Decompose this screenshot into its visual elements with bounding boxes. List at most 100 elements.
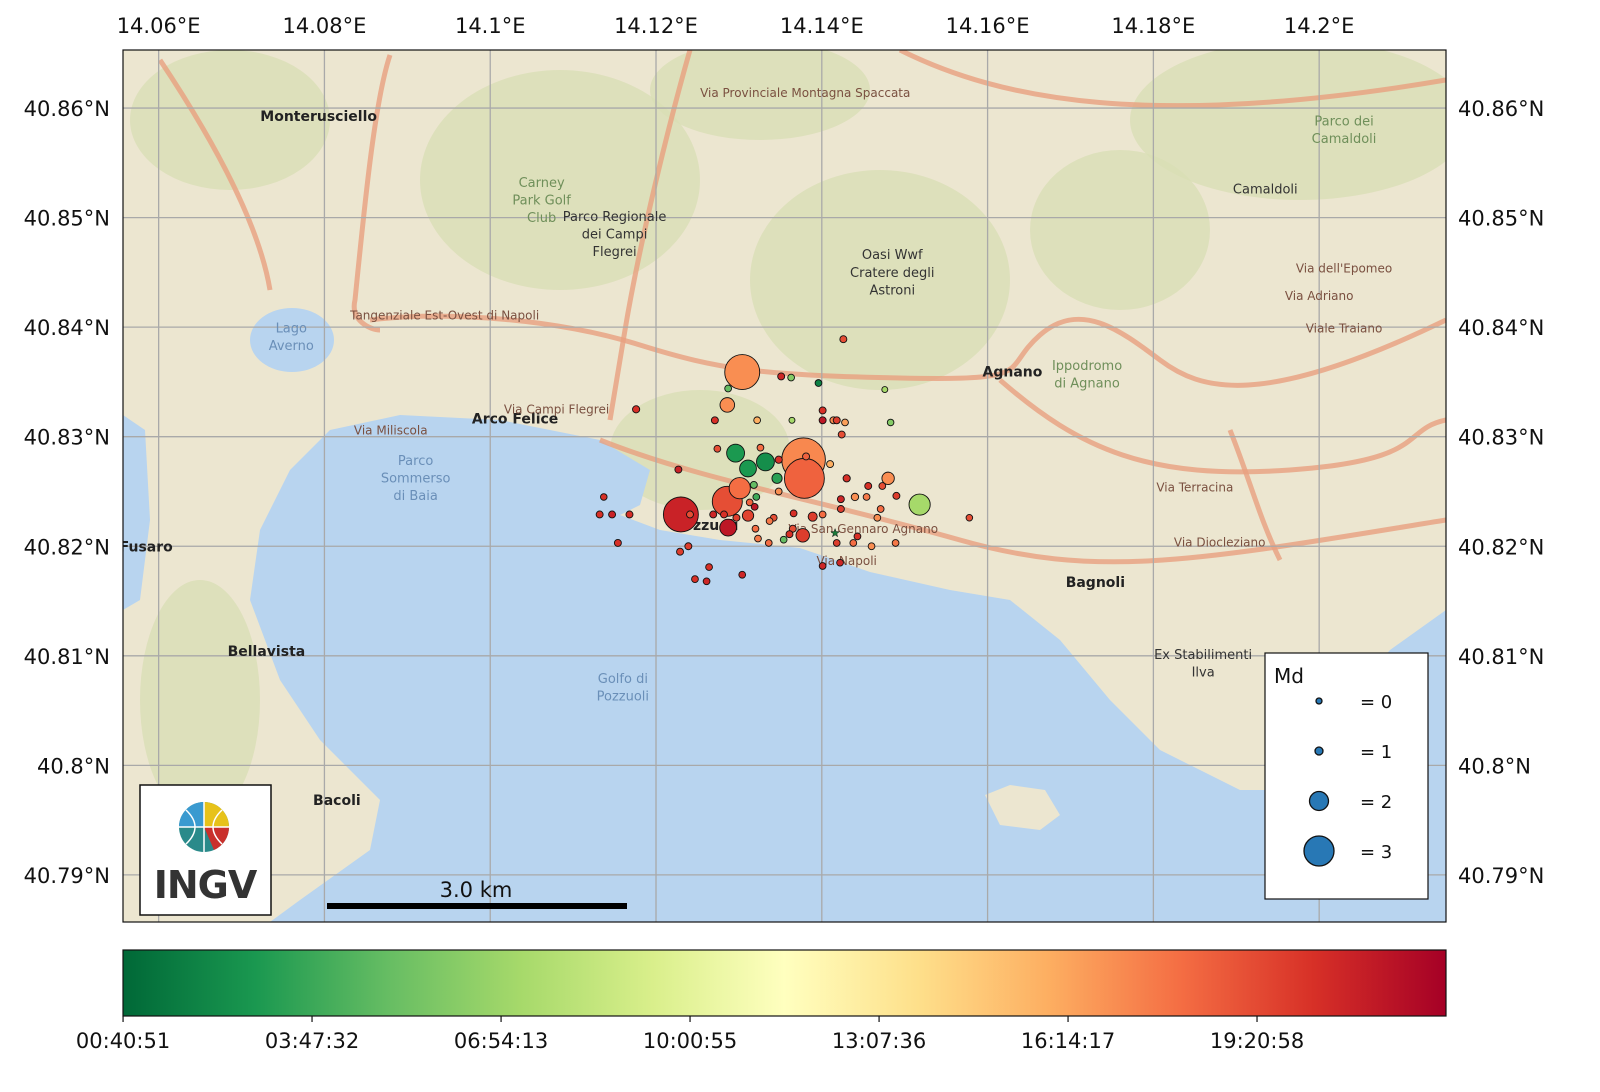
earthquake-event[interactable]: [754, 534, 762, 543]
earthquake-event[interactable]: [771, 472, 783, 484]
earthquake-event[interactable]: [867, 542, 876, 551]
road: [998, 378, 1446, 475]
earthquake-event[interactable]: [818, 416, 827, 425]
earthquake-event[interactable]: [750, 502, 759, 511]
earthquake-event[interactable]: [774, 455, 783, 464]
earthquake-event[interactable]: [779, 535, 788, 544]
earthquake-event[interactable]: [783, 457, 825, 499]
scale-bar-label: 3.0 km: [440, 878, 513, 902]
earthquake-event[interactable]: [832, 539, 841, 547]
earthquake-event[interactable]: [818, 406, 827, 415]
place-label: Club: [527, 211, 556, 226]
earthquake-event[interactable]: [841, 418, 849, 427]
earthquake-event[interactable]: [600, 493, 608, 501]
earthquake-event[interactable]: [839, 335, 848, 344]
earthquake-event[interactable]: [862, 493, 871, 501]
ingv-logo: INGV: [139, 784, 272, 916]
earthquake-event[interactable]: [785, 530, 794, 539]
earthquake-event[interactable]: [908, 493, 931, 516]
earthquake-event[interactable]: [853, 532, 862, 541]
earthquake-event[interactable]: [625, 510, 634, 519]
earthquake-event[interactable]: [881, 471, 895, 485]
earthquake-event[interactable]: [873, 513, 882, 522]
earthquake-event[interactable]: [814, 379, 823, 387]
earthquake-event[interactable]: [674, 465, 683, 474]
earthquake-event[interactable]: [892, 491, 901, 500]
earthquake-event[interactable]: [719, 518, 737, 537]
earthquake-event[interactable]: [684, 542, 693, 551]
earthquake-event[interactable]: [881, 386, 889, 394]
earthquake-event[interactable]: [788, 416, 796, 424]
earthquake-event[interactable]: [826, 460, 835, 469]
earthquake-event[interactable]: [732, 513, 741, 522]
earthquake-event[interactable]: [836, 495, 845, 504]
earthquake-event[interactable]: [662, 496, 699, 533]
earthquake-event[interactable]: [842, 474, 851, 483]
earthquake-event[interactable]: [789, 509, 798, 518]
earthquake-event[interactable]: [965, 514, 974, 522]
earthquake-event[interactable]: [739, 459, 757, 478]
earthquake-event[interactable]: [753, 416, 761, 425]
map-area[interactable]: Monterusciello Carney Park Golf Club Parco R…: [120, 40, 1470, 922]
earthquake-event[interactable]: [691, 575, 699, 583]
earthquake-event[interactable]: [751, 524, 760, 533]
earthquake-event[interactable]: [710, 416, 719, 425]
earthquake-event[interactable]: [818, 562, 827, 570]
earthquake-event[interactable]: [756, 443, 765, 452]
earthquake-event[interactable]: [724, 354, 761, 391]
earthquake-event[interactable]: [709, 510, 718, 519]
earthquake-event[interactable]: [752, 493, 761, 501]
earthquake-event[interactable]: [886, 418, 895, 427]
earthquake-event[interactable]: [795, 528, 810, 543]
earthquake-event[interactable]: [836, 505, 845, 513]
earthquake-event[interactable]: [756, 452, 775, 472]
earthquake-event[interactable]: [632, 405, 641, 414]
earthquake-event[interactable]: [705, 563, 713, 571]
earthquake-event[interactable]: [613, 539, 622, 547]
earthquake-event[interactable]: [741, 509, 755, 522]
lat-tick-label-right: 40.82°N: [1458, 535, 1544, 559]
globe-icon: [179, 802, 230, 852]
earthquake-event[interactable]: [891, 539, 900, 547]
earthquake-event[interactable]: [738, 570, 747, 579]
earthquake-event[interactable]: [837, 430, 846, 439]
earthquake-event[interactable]: [676, 547, 685, 556]
earthquake-event[interactable]: [878, 482, 887, 490]
place-label: Monterusciello: [260, 109, 377, 125]
place-label: Park Golf: [512, 193, 571, 208]
earthquake-event[interactable]: [802, 452, 811, 461]
earthquake-event[interactable]: [728, 477, 751, 500]
hills-layer: [130, 50, 1446, 820]
earthquake-event[interactable]: [724, 384, 732, 393]
place-label: Ippodromo: [1052, 359, 1122, 374]
earthquake-event[interactable]: [876, 505, 885, 513]
place-label: Via Campi Flegrei: [504, 403, 609, 417]
legend-title: Md: [1274, 664, 1304, 688]
earthquake-event[interactable]: [774, 487, 783, 496]
place-label: Bagnoli: [1066, 575, 1125, 591]
earthquake-event[interactable]: [787, 373, 795, 382]
place-label: Bellavista: [228, 644, 306, 660]
earthquake-event[interactable]: [720, 510, 728, 519]
earthquake-event[interactable]: [749, 480, 758, 489]
road: [369, 313, 1446, 388]
earthquake-event[interactable]: [686, 510, 694, 519]
earthquake-event[interactable]: [765, 517, 774, 525]
earthquake-event[interactable]: [777, 372, 786, 381]
earthquake-event[interactable]: [745, 498, 754, 507]
earthquake-event[interactable]: [832, 416, 841, 425]
place-label: Lago: [276, 322, 307, 337]
earthquake-event[interactable]: [608, 510, 617, 519]
earthquake-event[interactable]: [864, 482, 873, 490]
earthquake-event[interactable]: [595, 510, 604, 519]
earthquake-event[interactable]: [807, 511, 818, 522]
earthquake-event[interactable]: [719, 397, 736, 413]
earthquake-event[interactable]: [702, 577, 711, 586]
earthquake-event[interactable]: [726, 443, 745, 463]
earthquake-event[interactable]: [836, 558, 844, 567]
earthquake-event[interactable]: [713, 444, 722, 453]
earthquake-event[interactable]: [818, 510, 827, 519]
earthquake-event[interactable]: [850, 492, 860, 502]
earthquake-event[interactable]: [849, 539, 858, 547]
earthquake-event[interactable]: [764, 539, 773, 547]
